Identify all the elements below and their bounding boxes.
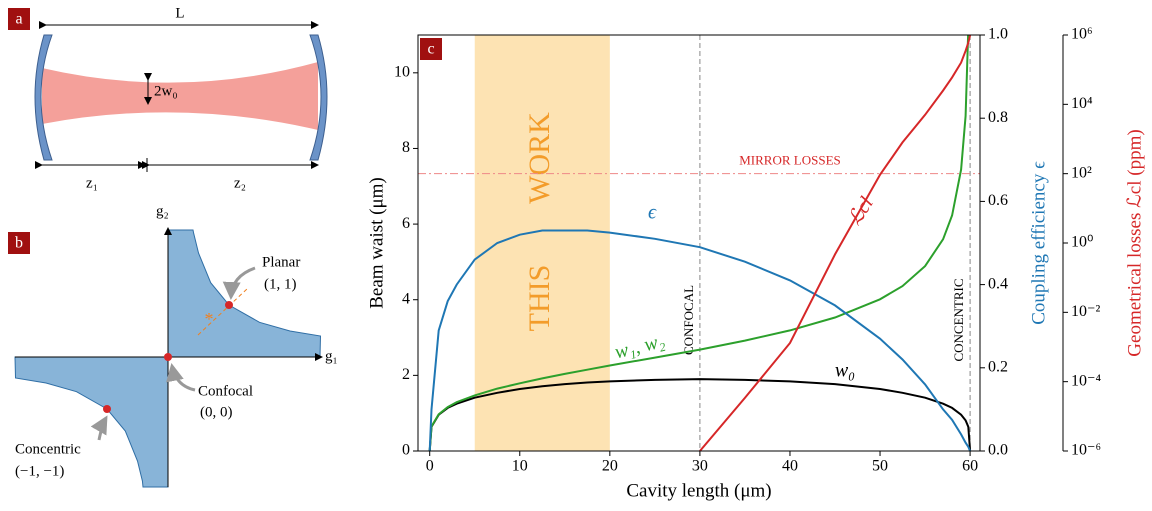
- panel-c: WORK THIS CONFOCAL CONCENTRIC MIRROR LOSSES w…: [366, 26, 1145, 502]
- y3-tick-label: 10⁶: [1071, 26, 1093, 43]
- axis-label: g₁: [325, 348, 338, 364]
- point-label: (−1, −1): [15, 463, 64, 479]
- panel-tag-box: [8, 8, 30, 30]
- pointer: [90, 415, 108, 441]
- mirror: [34, 34, 53, 161]
- panel-b: b g₂ g₁ * Planar (1, 1) Confocal (0, 0) …: [8, 203, 338, 488]
- series-line: [428, 229, 972, 451]
- y3-tick-label: 10²: [1071, 164, 1092, 181]
- y3-tick-label: 10⁻⁶: [1071, 442, 1101, 459]
- series-line: [428, 35, 970, 451]
- y3-tick-label: 10⁰: [1071, 234, 1093, 251]
- y-tick-label: 0: [402, 442, 410, 459]
- point: [103, 405, 111, 413]
- x-tick-label: 50: [872, 458, 888, 475]
- vline-label: CONCENTRIC: [951, 278, 966, 361]
- y-tick-label: 8: [402, 139, 410, 156]
- pointer: [222, 266, 256, 300]
- point-label: (1, 1): [264, 276, 297, 292]
- hline-label: MIRROR LOSSES: [739, 153, 841, 168]
- series-label: w₀: [835, 360, 855, 382]
- y-tick-label: 10: [394, 63, 410, 80]
- annotation: WORK: [523, 112, 556, 204]
- series-label: w₁, w₂: [612, 330, 666, 364]
- panel-tag-box: [8, 232, 30, 254]
- point: [225, 301, 233, 309]
- point: [164, 353, 172, 361]
- panel-tag: b: [15, 235, 23, 252]
- y3-tick-label: 10⁴: [1071, 95, 1093, 112]
- y3-tick-label: 10⁻⁴: [1071, 372, 1101, 389]
- z1-label: z₁: [86, 175, 98, 191]
- x-tick-label: 60: [962, 458, 978, 475]
- stable-region: [167, 229, 322, 358]
- point-label: Confocal: [198, 383, 253, 399]
- point-label: Planar: [262, 254, 300, 270]
- star: *: [205, 309, 214, 329]
- point-label: Concentric: [15, 441, 81, 457]
- y3-tick-label: 10⁻²: [1071, 303, 1100, 320]
- series-line: [428, 378, 972, 451]
- mirror: [309, 34, 328, 161]
- y2-tick-label: 0.2: [988, 358, 1008, 375]
- y2-tick-label: 1.0: [988, 26, 1008, 43]
- y-axis-label: Beam waist (μm): [366, 177, 387, 309]
- axis-label: g₂: [156, 203, 169, 219]
- pointer: [166, 363, 196, 392]
- x-axis-label: Cavity length (μm): [626, 480, 771, 501]
- x-tick-label: 20: [602, 458, 618, 475]
- y2-tick-label: 0.8: [988, 109, 1008, 126]
- y2-tick-label: 0.6: [988, 192, 1008, 209]
- series-label: ϵ: [648, 202, 657, 224]
- panel-a: a L 2w₀ z₁ z₂: [8, 5, 328, 191]
- y3-axis-label: Geometrical losses ℒcl (ppm): [1124, 129, 1145, 356]
- y-tick-label: 4: [402, 290, 410, 307]
- x-tick-label: 40: [782, 458, 798, 475]
- y2-tick-label: 0.4: [988, 275, 1008, 292]
- plot-frame: [417, 34, 981, 452]
- annotation: THIS: [523, 265, 556, 332]
- panel-tag: c: [427, 41, 434, 58]
- y-tick-label: 2: [402, 366, 410, 383]
- vline-label: CONFOCAL: [681, 285, 696, 355]
- series-label: ℒcl: [844, 193, 878, 229]
- x-tick-label: 10: [512, 458, 528, 475]
- panel-tag-box: [420, 38, 442, 60]
- point-label: (0, 0): [200, 404, 233, 420]
- x-tick-label: 30: [692, 458, 708, 475]
- series-line: [699, 35, 972, 451]
- waist-label: 2w₀: [154, 83, 178, 99]
- y2-axis-label: Coupling efficiency ϵ: [1028, 161, 1049, 325]
- length-label: L: [175, 5, 184, 21]
- y2-tick-label: 0.0: [988, 442, 1008, 459]
- x-tick-label: 0: [426, 458, 434, 475]
- beam: [42, 62, 318, 130]
- y-tick-label: 6: [402, 215, 410, 232]
- z2-label: z₂: [234, 175, 246, 191]
- panel-tag: a: [15, 11, 22, 28]
